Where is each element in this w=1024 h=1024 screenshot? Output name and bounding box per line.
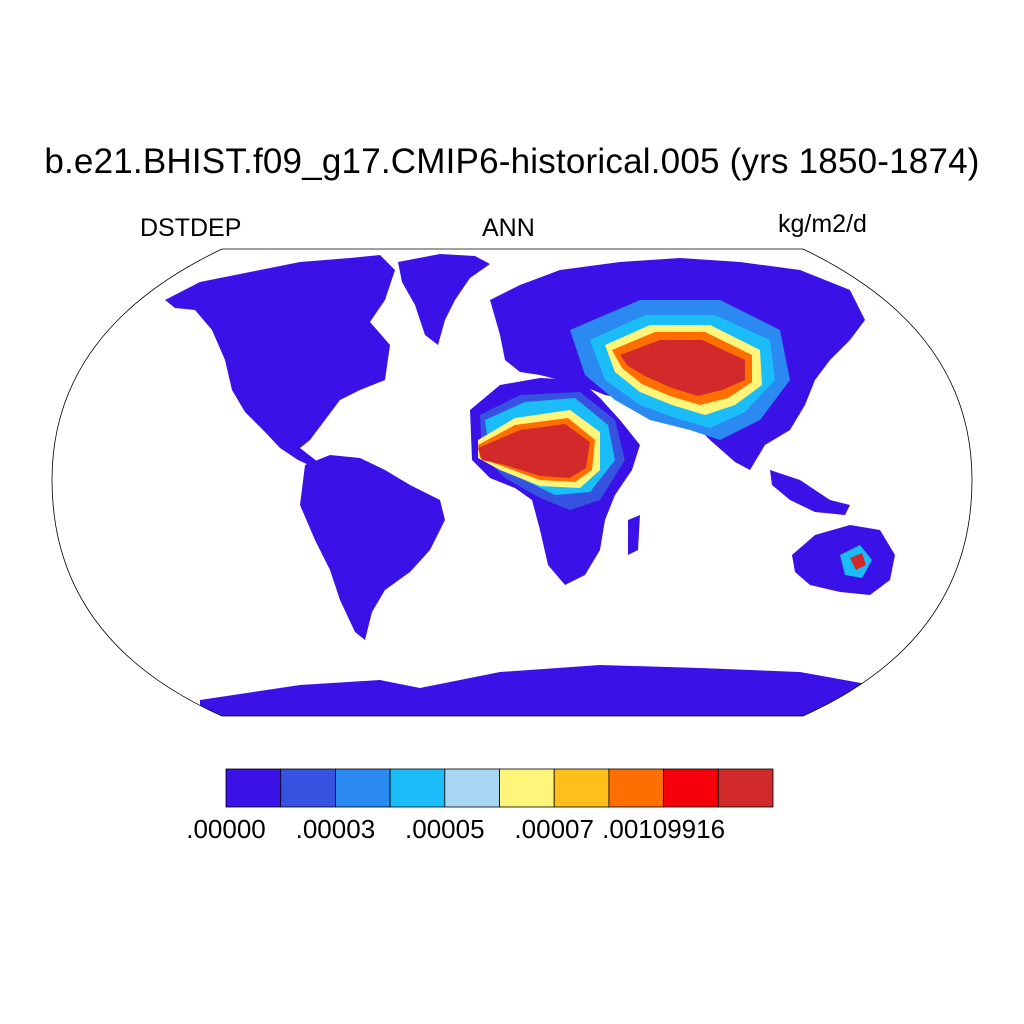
colorbar-tick-label: .00003: [295, 814, 376, 844]
season-label: ANN: [482, 214, 535, 242]
colorbar-swatch: [389, 768, 446, 808]
north-america-landmass: [165, 255, 395, 470]
colorbar-swatch: [663, 768, 719, 808]
greenland-landmass: [398, 254, 490, 345]
colorbar-swatch: [225, 768, 282, 808]
variable-label: DSTDEP: [140, 214, 242, 242]
colorbar-tick-label: .00007: [514, 814, 594, 844]
colorbar-swatch: [608, 768, 665, 808]
colorbar-swatch: [444, 768, 500, 808]
colorbar-swatch: [280, 768, 336, 808]
units-label: kg/m2/d: [778, 210, 867, 238]
sahara-max-region: [478, 424, 590, 478]
colorbar-tick-label: .00109916: [602, 814, 726, 844]
south-america-landmass: [300, 455, 445, 640]
colorbar-swatch: [717, 768, 774, 808]
plot-title: b.e21.BHIST.f09_g17.CMIP6-historical.005…: [44, 142, 980, 181]
colorbar-swatch: [553, 768, 610, 808]
colorbar-tick-label: .00000: [186, 814, 266, 844]
map-boundary: [51, 248, 973, 717]
colorbar-swatch: [499, 768, 555, 808]
central-asia-max-region: [620, 340, 745, 396]
colorbar-tick-label: .00005: [405, 814, 485, 844]
colorbar-swatch: [334, 768, 391, 808]
antarctica-landmass: [200, 665, 900, 716]
